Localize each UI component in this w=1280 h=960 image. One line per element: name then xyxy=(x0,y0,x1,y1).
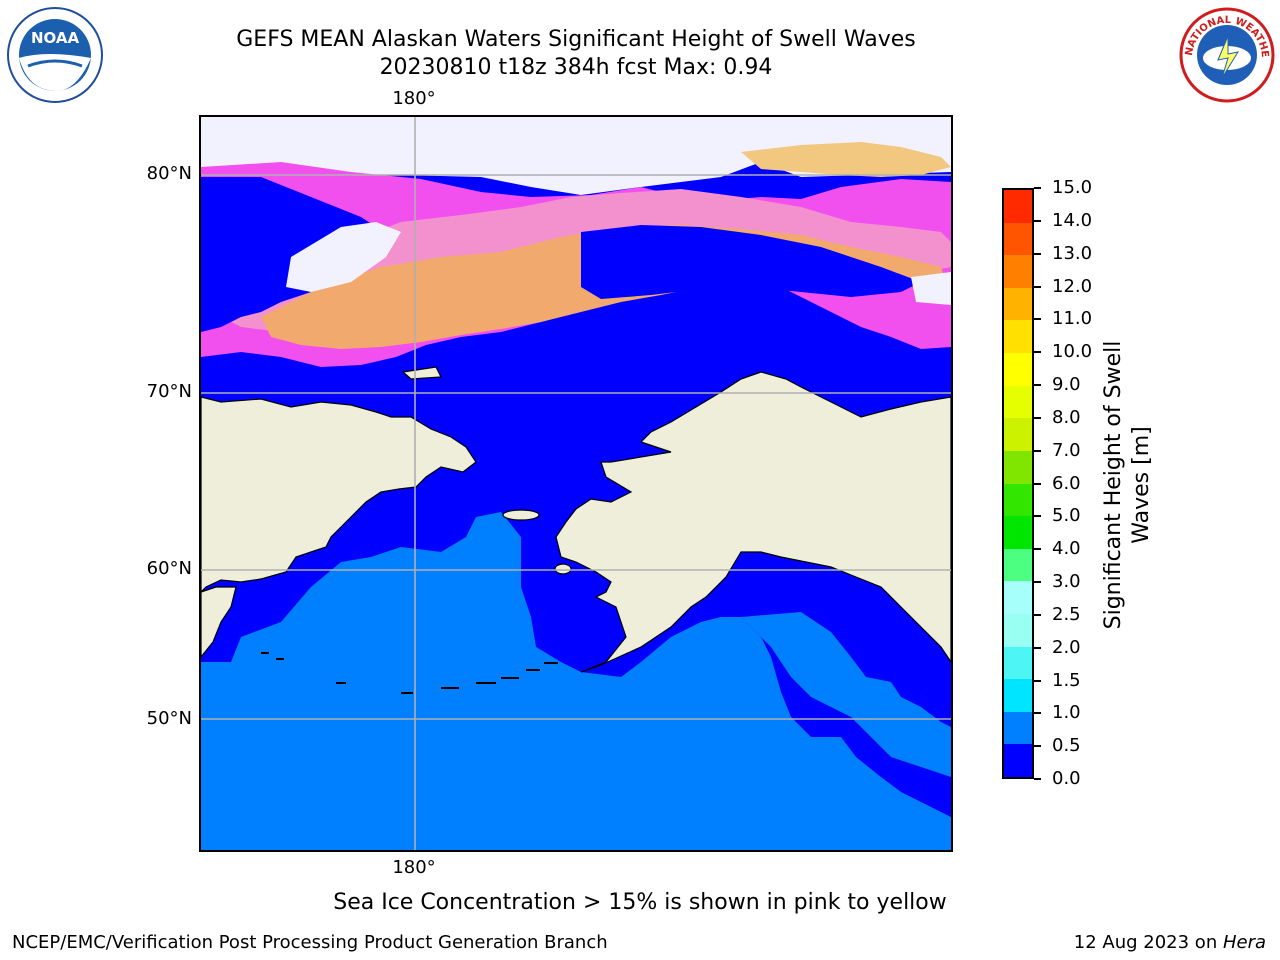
noaa-logo: NOAA xyxy=(6,6,104,104)
colorbar-label-line2: Waves [m] xyxy=(1129,426,1154,544)
colorbar-tick-label: 13.0 xyxy=(1052,242,1093,264)
colorbar-tick xyxy=(1034,712,1041,715)
land-alaska xyxy=(555,371,951,673)
map-plot xyxy=(199,115,953,852)
aleutian-islands xyxy=(261,652,558,694)
colorbar-segment xyxy=(1004,581,1032,614)
colorbar-segment xyxy=(1004,548,1032,582)
colorbar-tick xyxy=(1034,745,1041,748)
colorbar-tick-label: 14.0 xyxy=(1052,209,1093,231)
footer-date: 12 Aug 2023 on Hera xyxy=(1074,932,1266,953)
colorbar-segment xyxy=(1004,190,1032,223)
lon-label-bottom: 180° xyxy=(392,857,436,878)
colorbar-label: Significant Height of Swell Waves [m] xyxy=(1100,315,1160,655)
colorbar-tick-label: 2.0 xyxy=(1052,636,1081,658)
colorbar-segment xyxy=(1004,450,1032,484)
colorbar-segment xyxy=(1004,353,1032,386)
land-wrangel xyxy=(401,366,442,380)
map-svg xyxy=(201,117,951,850)
graticule xyxy=(201,117,951,850)
land-siberia xyxy=(201,396,477,593)
colorbar-segment xyxy=(1004,385,1032,419)
colorbar-tick-label: 4.0 xyxy=(1052,538,1081,560)
colorbar xyxy=(1002,188,1034,779)
colorbar-tick xyxy=(1034,219,1041,222)
colorbar-segment xyxy=(1004,516,1032,549)
colorbar-segment xyxy=(1004,320,1032,354)
lon-label-top: 180° xyxy=(392,88,436,109)
colorbar-segment xyxy=(1004,418,1032,451)
colorbar-tick xyxy=(1034,548,1041,551)
lat-label-50n: 50°N xyxy=(146,708,192,729)
land-st-lawrence xyxy=(502,509,540,521)
colorbar-segment xyxy=(1004,646,1032,680)
colorbar-tick xyxy=(1034,679,1041,682)
colorbar-tick xyxy=(1034,778,1041,780)
colorbar-tick-label: 12.0 xyxy=(1052,275,1093,297)
ocean-mid-swell-east xyxy=(741,612,951,777)
colorbar-segment xyxy=(1004,483,1032,517)
map-subtitle: 20230810 t18z 384h fcst Max: 0.94 xyxy=(379,55,773,80)
colorbar-tick xyxy=(1034,318,1041,321)
land-kamchatka xyxy=(201,586,237,658)
colorbar-tick-label: 11.0 xyxy=(1052,308,1093,330)
colorbar-tick-label: 7.0 xyxy=(1052,439,1081,461)
colorbar-tick xyxy=(1034,515,1041,518)
colorbar-tick-label: 3.0 xyxy=(1052,571,1081,592)
ocean-mid-swell xyxy=(201,512,951,850)
colorbar-tick xyxy=(1034,187,1041,189)
colorbar-tick-label: 8.0 xyxy=(1052,406,1081,428)
colorbar-tick-label: 1.5 xyxy=(1052,669,1081,691)
colorbar-tick-label: 0.0 xyxy=(1052,768,1081,789)
colorbar-segment xyxy=(1004,744,1032,777)
footer-machine: Hera xyxy=(1222,932,1266,953)
sea-ice-note-text: Sea Ice Concentration > 15% is shown in … xyxy=(333,890,947,915)
colorbar-tick xyxy=(1034,581,1041,583)
footer-branch: NCEP/EMC/Verification Post Processing Pr… xyxy=(12,932,608,953)
colorbar-tick-label: 10.0 xyxy=(1052,341,1093,363)
footer-date-text: 12 Aug 2023 on xyxy=(1073,932,1223,953)
colorbar-segment xyxy=(1004,613,1032,647)
sea-ice-note: Sea Ice Concentration > 15% is shown in … xyxy=(0,890,1280,915)
colorbar-segment xyxy=(1004,255,1032,288)
colorbar-tick xyxy=(1034,646,1041,649)
colorbar-tick-label: 5.0 xyxy=(1052,505,1081,527)
colorbar-tick xyxy=(1034,449,1041,452)
noaa-logo-text: NOAA xyxy=(31,29,80,47)
sea-ice xyxy=(201,117,951,367)
colorbar-tick xyxy=(1034,613,1041,616)
colorbar-segment xyxy=(1004,679,1032,712)
lat-label-60n: 60°N xyxy=(146,558,192,579)
colorbar-segment xyxy=(1004,711,1032,745)
colorbar-tick xyxy=(1034,285,1041,288)
colorbar-tick-label: 9.0 xyxy=(1052,374,1081,395)
colorbar-tick-label: 15.0 xyxy=(1052,177,1093,198)
lat-label-70n: 70°N xyxy=(146,381,192,402)
colorbar-tick-label: 0.5 xyxy=(1052,735,1081,757)
map-title: GEFS MEAN Alaskan Waters Significant Hei… xyxy=(236,27,916,52)
colorbar-label-line1: Significant Height of Swell xyxy=(1101,340,1126,630)
colorbar-tick-label: 6.0 xyxy=(1052,472,1081,494)
colorbar-segment xyxy=(1004,287,1032,321)
colorbar-tick xyxy=(1034,351,1041,354)
lat-label-80n: 80°N xyxy=(146,163,192,184)
colorbar-tick xyxy=(1034,416,1041,419)
colorbar-segment xyxy=(1004,222,1032,256)
nws-logo: NATIONAL WEATHER SERVICE xyxy=(1174,0,1276,104)
colorbar-tick-label: 2.5 xyxy=(1052,603,1081,625)
colorbar-tick-label: 1.0 xyxy=(1052,702,1081,724)
land-nunivak xyxy=(554,563,572,575)
colorbar-tick xyxy=(1034,482,1041,485)
colorbar-tick xyxy=(1034,252,1041,255)
colorbar-tick xyxy=(1034,384,1041,386)
